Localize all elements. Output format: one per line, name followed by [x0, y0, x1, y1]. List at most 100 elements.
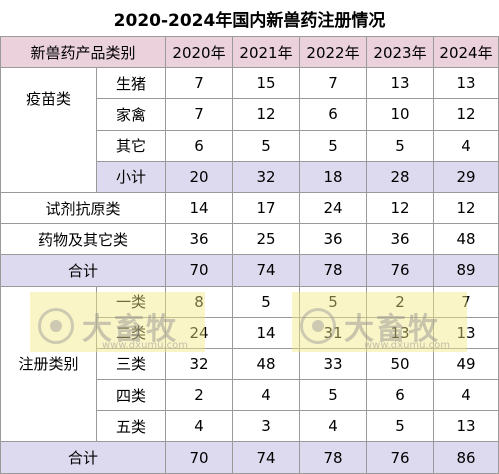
table-row: 试剂抗原类 14 17 24 12 12	[0, 191, 499, 225]
cell-value: 12	[433, 191, 499, 225]
cell-value: 7	[299, 67, 368, 100]
cell-value: 2	[165, 379, 234, 412]
header-year: 2022年	[299, 35, 368, 69]
header-year: 2021年	[232, 35, 301, 69]
row-label: 生猪	[95, 67, 167, 100]
header-category: 新兽药产品类别	[0, 35, 167, 69]
cell-value: 78	[299, 441, 368, 474]
row-label: 四类	[95, 379, 167, 412]
watermark-brand: 大畜牧	[82, 312, 178, 347]
cell-value: 48	[232, 347, 301, 381]
row-label: 家禽	[95, 98, 167, 131]
cell-value: 13	[366, 316, 435, 349]
cell-value: 17	[232, 191, 301, 225]
cell-value: 13	[366, 67, 435, 100]
row-label: 五类	[95, 410, 167, 443]
row-label: 试剂抗原类	[0, 191, 167, 225]
watermark-url: www.dxumu.com	[102, 340, 189, 351]
cell-value: 48	[433, 223, 499, 256]
cell-value: 4	[433, 129, 499, 162]
cell-value: 76	[366, 254, 435, 287]
watermark-left: 大畜牧 www.dxumu.com	[30, 292, 205, 352]
cell-value: 74	[232, 254, 301, 287]
cell-value: 7	[433, 285, 499, 318]
cell-value: 12	[433, 98, 499, 131]
header-year: 2024年	[433, 35, 499, 69]
cell-value: 3	[232, 410, 301, 443]
watermark-logo-icon	[300, 308, 336, 344]
cell-value: 36	[366, 223, 435, 256]
cell-value: 28	[366, 160, 435, 193]
row-label: 合计	[0, 254, 167, 287]
cell-value: 7	[165, 67, 234, 100]
cell-value: 24	[165, 316, 234, 349]
cell-value: 36	[299, 223, 368, 256]
row-label: 三类	[95, 347, 167, 381]
registration-table: 新兽药产品类别 2020年 2021年 2022年 2023年 2024年 疫苗…	[0, 35, 499, 474]
watermark-url: www.dxumu.com	[364, 340, 451, 351]
total-row: 合计 70 74 78 76 86	[0, 441, 499, 474]
cell-value: 36	[165, 223, 234, 256]
table-row: 三类 32 48 33 50 49	[1, 347, 499, 381]
header-row: 新兽药产品类别 2020年 2021年 2022年 2023年 2024年	[0, 35, 499, 69]
table-title: 2020-2024年国内新兽药注册情况	[113, 10, 386, 31]
cell-value: 12	[232, 98, 301, 131]
table-row: 药物及其它类 36 25 36 36 48	[0, 223, 499, 256]
cell-value: 14	[165, 191, 234, 225]
table-row: 四类 2 4 5 6 4	[1, 379, 499, 412]
cell-value: 6	[366, 379, 435, 412]
cell-value: 70	[165, 441, 234, 474]
cell-value: 5	[232, 285, 301, 318]
cell-value: 5	[366, 410, 435, 443]
total-row: 合计 70 74 78 76 89	[0, 254, 499, 287]
cell-value: 4	[299, 410, 368, 443]
cell-value: 29	[433, 160, 499, 193]
cell-value: 50	[366, 347, 435, 381]
cell-value: 12	[366, 191, 435, 225]
cell-value: 13	[433, 316, 499, 349]
cell-value: 24	[299, 191, 368, 225]
cell-value: 25	[232, 223, 301, 256]
cell-value: 70	[165, 254, 234, 287]
row-label: 药物及其它类	[0, 223, 167, 256]
cell-value: 4	[165, 410, 234, 443]
cell-value: 32	[165, 347, 234, 381]
header-year: 2020年	[165, 35, 234, 69]
subtotal-row: 小计 20 32 18 28 29	[1, 160, 499, 193]
cell-value: 20	[165, 160, 234, 193]
cell-value: 5	[299, 379, 368, 412]
watermark-brand: 大畜牧	[344, 312, 440, 347]
vaccine-group-label: 疫苗类	[0, 67, 97, 193]
table-row: 五类 4 3 4 5 13	[1, 410, 499, 443]
cell-value: 14	[232, 316, 301, 349]
cell-value: 33	[299, 347, 368, 381]
watermark-right: 大畜牧 www.dxumu.com	[292, 292, 467, 352]
table-row: 家禽 7 12 6 10 12	[1, 98, 499, 131]
cell-value: 74	[232, 441, 301, 474]
cell-value: 5	[232, 129, 301, 162]
cell-value: 76	[366, 441, 435, 474]
row-label: 其它	[95, 129, 167, 162]
row-label: 合计	[0, 441, 167, 474]
cell-value: 18	[299, 160, 368, 193]
cell-value: 7	[165, 98, 234, 131]
cell-value: 5	[299, 129, 368, 162]
cell-value: 6	[165, 129, 234, 162]
watermark-logo-icon	[38, 308, 74, 344]
cell-value: 5	[366, 129, 435, 162]
table-row: 疫苗类 生猪 7 15 7 13 13	[0, 67, 499, 193]
cell-value: 4	[433, 379, 499, 412]
cell-value: 89	[433, 254, 499, 287]
cell-value: 86	[433, 441, 499, 474]
cell-value: 32	[232, 160, 301, 193]
header-year: 2023年	[366, 35, 435, 69]
cell-value: 13	[433, 410, 499, 443]
cell-value: 78	[299, 254, 368, 287]
cell-value: 49	[433, 347, 499, 381]
cell-value: 10	[366, 98, 435, 131]
cell-value: 6	[299, 98, 368, 131]
cell-value: 4	[232, 379, 301, 412]
row-label: 小计	[95, 160, 167, 193]
cell-value: 13	[433, 67, 499, 100]
cell-value: 15	[232, 67, 301, 100]
